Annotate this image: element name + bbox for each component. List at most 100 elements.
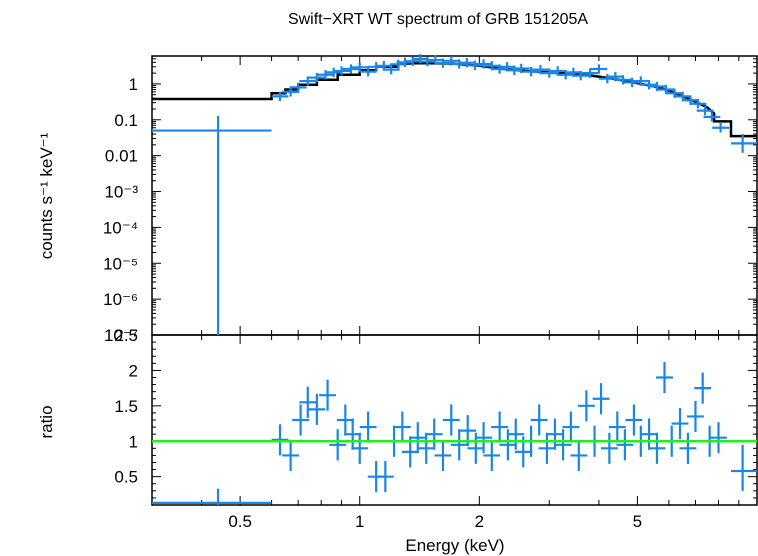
bottom-y-tick-labels: 0.5 1 1.5 2 2.5 [114,326,138,487]
spectrum-point [703,112,721,122]
spectrum-point [152,115,272,335]
ratio-point [292,404,310,436]
ratio-point [562,411,580,443]
ratio-point [592,383,610,415]
ratio-point [694,372,712,404]
spectrum-point [299,76,317,86]
ratio-point [648,432,666,464]
ratio-point [730,444,757,491]
ratio-point [538,432,556,464]
ratio-point [530,404,548,436]
ratio-point [475,422,492,454]
ratio-point [393,411,411,443]
ratio-point [625,404,643,436]
ratio-point [344,418,362,450]
spectrum-point [614,75,632,85]
ratio-point [425,418,443,450]
chart-title: Swift−XRT WT spectrum of GRB 151205A [288,11,588,28]
spectrum-point [396,57,414,67]
spectrum-point [730,134,757,153]
ratio-point [710,422,727,454]
spectrum-point [342,64,360,74]
ratio-point [554,429,572,461]
spectrum-point [475,59,492,69]
spectrum-point [418,56,436,67]
ratio-point [329,429,347,461]
ratio-point [351,432,369,464]
x-tick-label: 5 [633,512,642,531]
spectrum-point [623,77,641,88]
ratio-point [359,411,377,443]
y-tick-label: 10⁻⁷ [104,326,138,345]
spectrum-point [689,99,707,109]
y-tick-label: 2 [129,361,138,380]
ratio-point [308,393,326,425]
y-tick-label: 10⁻⁴ [103,218,138,237]
spectrum-point [657,84,675,95]
ratio-point [656,361,673,394]
top-y-tick-labels: 1 0.1 0.01 10⁻³ 10⁻⁴ 10⁻⁵ 10⁻⁶ 10⁻⁷ [103,75,139,345]
ratio-point [450,429,468,461]
spectrum-point [581,68,599,78]
spectrum-data-points [152,54,757,335]
ratio-point [616,429,634,461]
ratio-data-points [152,361,757,505]
spectrum-point [450,59,468,69]
spectrum-point [532,64,549,75]
spectrum-point [466,60,484,70]
ratio-point [336,404,354,436]
ratio-point [491,411,509,443]
ratio-point [376,461,394,493]
spectrum-point [712,123,730,133]
ratio-point [608,411,626,443]
x-tick-label: 1 [355,512,364,531]
spectrum-point [359,66,377,77]
y-tick-label: 10⁻³ [104,183,138,202]
x-axis-label: Energy (keV) [405,536,504,555]
bottom-y-axis-label: ratio [37,405,56,438]
y-tick-label: 10⁻⁶ [103,290,138,309]
ratio-point [152,488,272,505]
spectrum-point [308,72,326,83]
ratio-point [679,432,697,464]
spectrum-point [640,80,658,90]
spectrum-point [598,73,616,84]
y-tick-label: 0.1 [114,111,138,130]
spectrum-point [382,64,400,75]
ratio-point [299,386,317,418]
ratio-point [271,424,289,456]
ratio-point [282,439,300,471]
ratio-point [483,439,501,471]
spectrum-point [572,70,590,81]
ratio-point [319,379,336,411]
y-tick-label: 1 [129,432,138,451]
y-tick-label: 0.5 [114,468,138,487]
spectrum-point [522,66,540,77]
model-curve [152,61,757,138]
y-tick-label: 2.5 [114,326,138,345]
y-tick-label: 1.5 [114,397,138,416]
ratio-point [577,390,595,422]
spectrum-point [325,67,343,78]
spectrum-point [289,82,307,93]
y-tick-label: 10⁻⁵ [103,254,138,273]
spectrum-point [648,81,666,92]
ratio-point [417,432,435,464]
y-tick-label: 0.01 [105,147,138,166]
x-tick-label: 2 [475,512,484,531]
axis-ticks [151,55,758,506]
spectrum-point [590,64,608,74]
top-y-axis-label: counts s⁻¹ keV⁻¹ [37,132,56,259]
model-step-line [152,61,757,138]
ratio-point [507,418,525,450]
spectrum-point [696,105,714,116]
ratio-point [442,404,460,436]
spectrum-point [351,62,369,73]
ratio-point [434,439,452,471]
spectrum-point [512,63,530,74]
ratio-point [671,407,689,440]
ratio-point [600,432,618,464]
ratio-point [687,400,704,433]
y-tick-label: 1 [129,75,138,94]
